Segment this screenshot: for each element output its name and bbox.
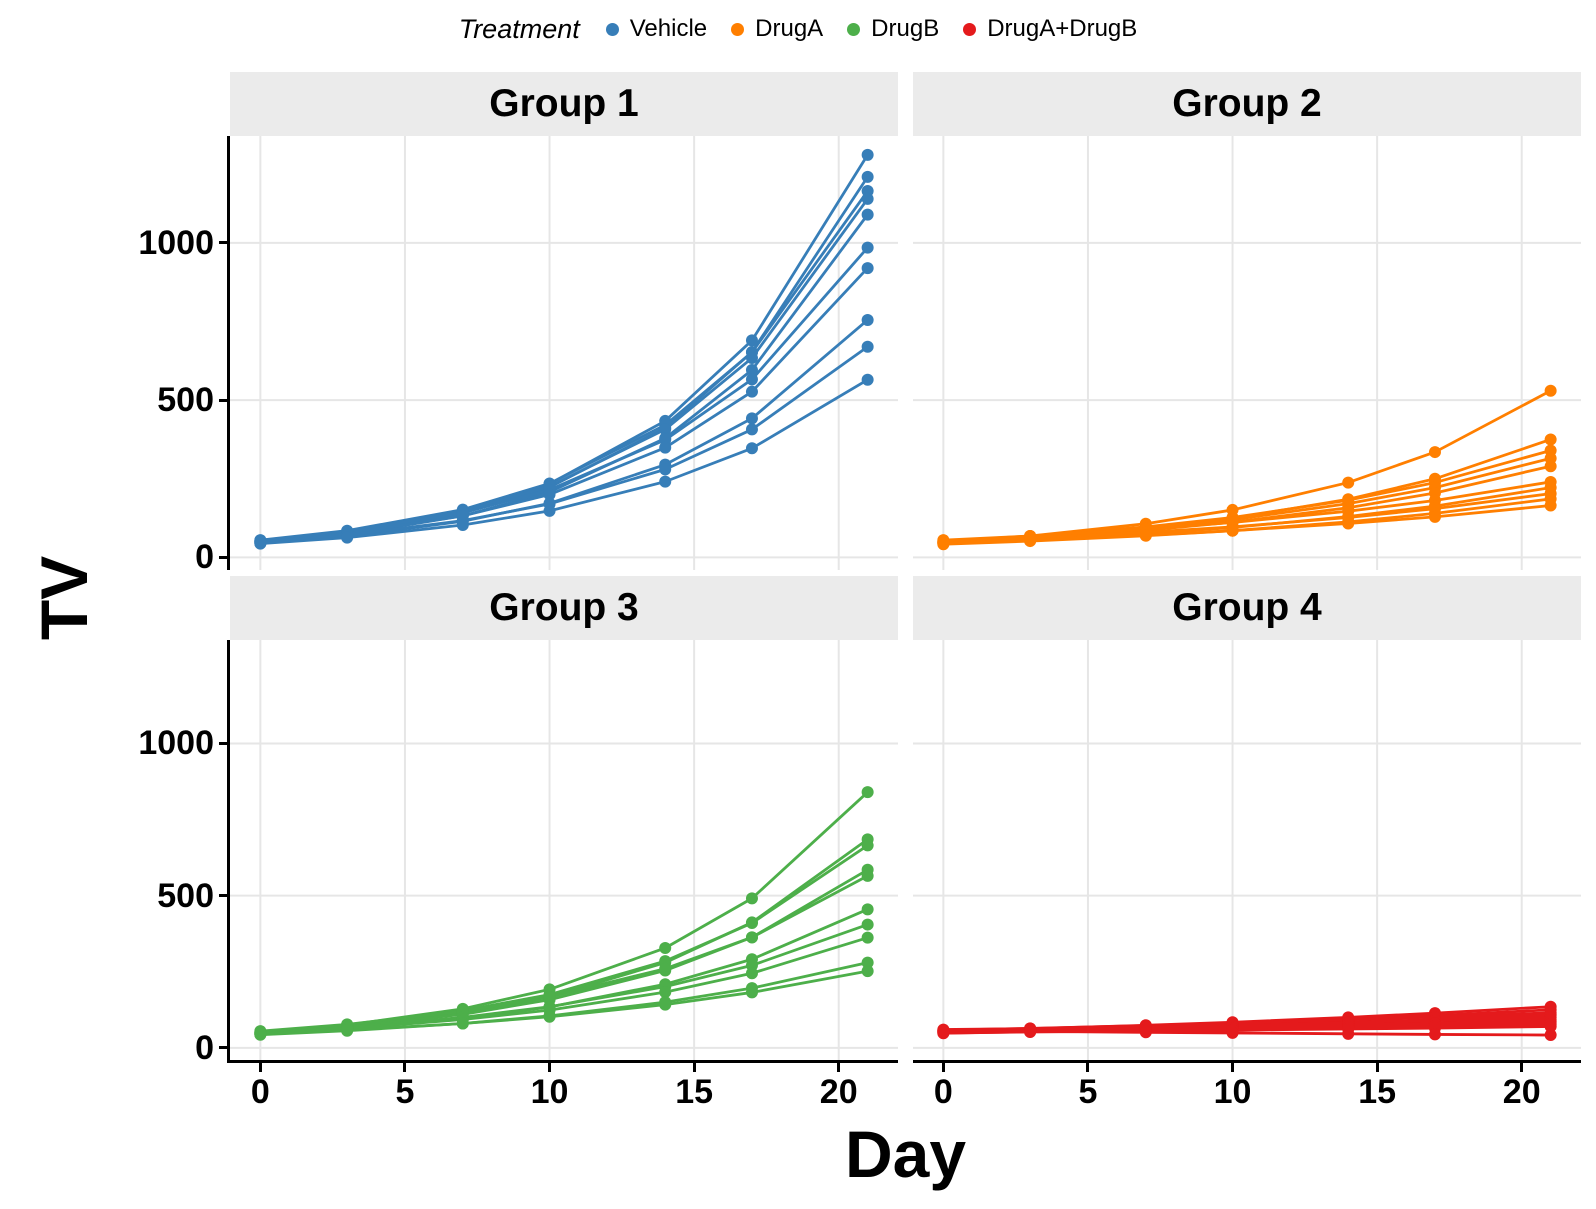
x-tick-mark [1520,1063,1524,1072]
legend-item-label: Vehicle [629,15,708,42]
drugb-dot-icon [847,22,861,36]
series-points [254,148,874,550]
series-lines [258,153,870,545]
x-tick-label: 10 [1213,1073,1252,1111]
y-axis-line-bottom-row [227,640,230,1063]
x-tick-mark [548,1063,552,1072]
facet-strip-group-1: Group 1 [230,72,898,136]
y-tick-label: 0 [195,538,214,577]
x-tick-label: 15 [1358,1073,1397,1111]
legend-item-druga-drugb: DrugA+DrugB [963,15,1137,43]
gridlines [913,640,1581,1060]
series-points [254,786,874,1041]
series-lines [941,389,1553,546]
facet-panel-group-3 [230,640,898,1060]
y-axis-title: TV [27,555,101,641]
x-tick-mark [837,1063,841,1072]
facet-panel-group-4 [913,640,1581,1060]
x-tick-mark [1231,1063,1235,1072]
x-tick-label: 15 [675,1073,714,1111]
legend: Treatment Vehicle DrugA DrugB DrugA+Drug… [0,8,1596,50]
x-tick-mark [692,1063,696,1072]
y-tick-label: 1000 [138,724,214,763]
x-tick-label: 10 [530,1073,569,1111]
legend-item-vehicle: Vehicle [605,15,708,43]
x-tick-label: 5 [395,1073,415,1111]
x-tick-mark [258,1063,262,1072]
x-axis-title: Day [844,1117,967,1191]
gridlines [913,136,1581,570]
y-tick-mark [219,894,228,898]
facet-strip-group-2: Group 2 [913,72,1581,136]
x-axis-line-right-column [913,1060,1581,1063]
y-tick-mark [219,555,228,559]
facet-strip-group-3: Group 3 [230,576,898,640]
legend-item-label: DrugA [755,15,824,42]
druga-dot-icon [731,22,745,36]
series-lines [258,790,870,1037]
facet-panel-group-2 [913,136,1581,570]
facet-strip-group-4: Group 4 [913,576,1581,640]
x-tick-label: 5 [1078,1073,1098,1111]
y-tick-mark [219,241,228,245]
vehicle-dot-icon [605,22,619,36]
x-tick-mark [1086,1063,1090,1072]
gridlines [230,136,898,570]
x-tick-label: 20 [1502,1073,1541,1111]
legend-item-druga: DrugA [731,15,823,43]
x-tick-label: 0 [250,1073,270,1111]
x-tick-mark [1375,1063,1379,1072]
x-axis-line-left-column [227,1060,898,1063]
y-tick-mark [219,1046,228,1050]
x-tick-mark [941,1063,945,1072]
y-axis-line-top-row [227,136,230,570]
legend-title: Treatment [458,13,580,44]
y-tick-label: 500 [157,381,214,420]
y-tick-label: 1000 [138,223,214,262]
y-tick-mark [219,741,228,745]
y-tick-label: 500 [157,876,214,915]
gridlines [230,640,898,1060]
legend-item-label: DrugA+DrugB [987,15,1138,42]
x-tick-label: 20 [819,1073,858,1111]
y-tick-label: 0 [195,1028,214,1067]
x-tick-label: 0 [933,1073,953,1111]
facet-panel-group-1 [230,136,898,570]
druga-drugb-dot-icon [963,22,977,36]
x-tick-mark [403,1063,407,1072]
legend-item-label: DrugB [871,15,940,42]
legend-item-drugb: DrugB [847,15,939,43]
series-points [937,1000,1557,1042]
series-points [937,384,1557,551]
y-tick-mark [219,398,228,402]
